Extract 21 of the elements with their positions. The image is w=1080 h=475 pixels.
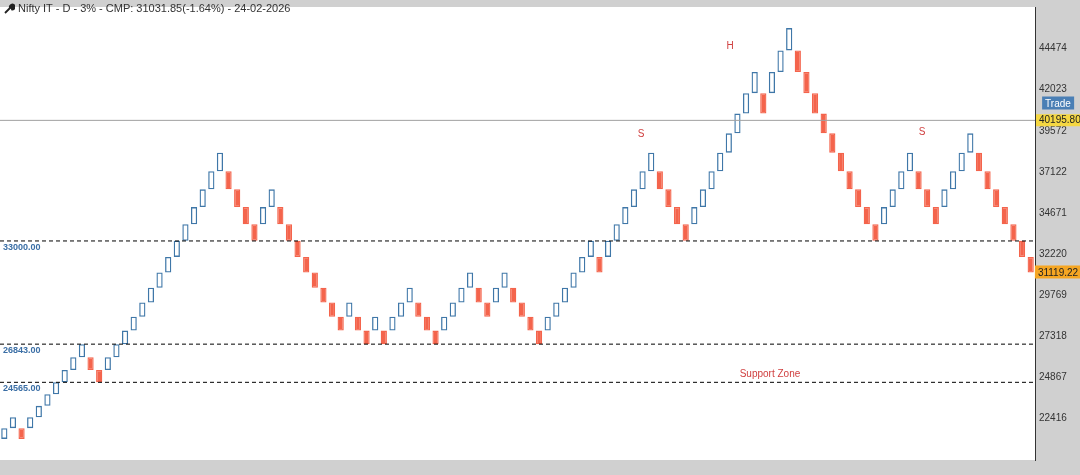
annotation: S: [637, 127, 645, 139]
y-tick-label: 32220: [1039, 247, 1068, 259]
y-tick-label: 29769: [1039, 288, 1068, 300]
annotation: H: [726, 39, 734, 51]
y-tick-label: 22416: [1039, 412, 1068, 424]
text: 31119.22: [1034, 265, 1080, 279]
y-tick-label: 37122: [1039, 165, 1068, 177]
y-tick-label: 42023: [1039, 83, 1068, 95]
ref-line-label: 40195.80: [1039, 114, 1080, 126]
ref-line-label: 26843.00: [3, 345, 41, 356]
y-tick-label: 44474: [1039, 42, 1068, 54]
y-tick-label: 39572: [1039, 124, 1068, 136]
y-tick-label: 27318: [1039, 329, 1068, 341]
ref-line-label: 33000.00: [3, 241, 41, 252]
y-tick-label: 34671: [1039, 206, 1068, 218]
chart-title: Nifty IT - D - 3% - CMP: 31031.85(-1.64%) - 24-02-2026: [18, 2, 291, 14]
ref-line-label: 24565.00: [3, 383, 41, 394]
annotation: Support Zone: [739, 367, 801, 379]
annotation: S: [918, 125, 926, 137]
y-tick-label: 24867: [1039, 371, 1068, 383]
text: Trade: [1042, 96, 1074, 110]
